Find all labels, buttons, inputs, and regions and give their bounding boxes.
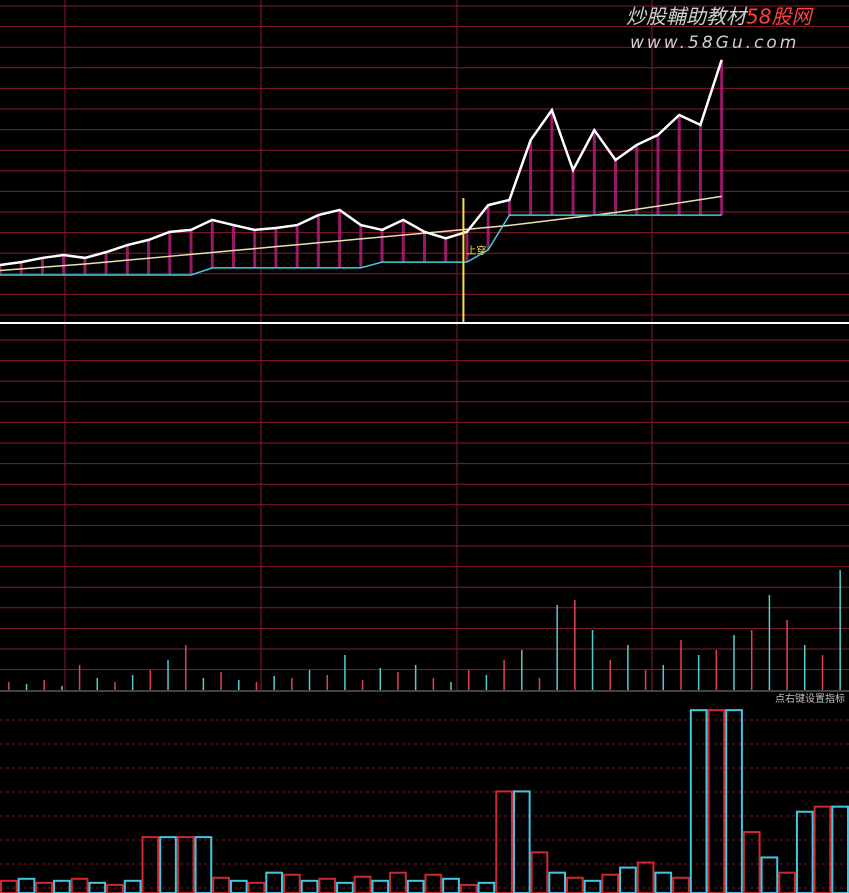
indicator-bar [742,831,761,893]
indicator-bar [530,851,549,893]
series-line [0,214,722,276]
indicator-bar [459,883,478,893]
watermark-title: 炒股輔助教材 [626,5,749,29]
indicator-bar [265,871,283,893]
indicator-bar [353,875,372,893]
indicator-bar [619,866,637,893]
indicator-bar [176,836,195,893]
series-line [0,59,723,267]
indicator-bar [247,881,266,893]
indicator-bar [583,879,602,893]
indicator-bar [406,879,425,893]
indicator-bar [389,871,407,893]
indicator-bar [141,836,160,893]
indicator-bar [106,883,124,893]
indicator-bar [813,805,832,893]
indicator-bar [495,790,513,893]
indicator-bar [318,877,337,893]
indicator-bar [725,709,743,893]
indicator-bar [760,856,779,893]
indicator-bar [194,836,213,893]
annotation: 上穿 [466,244,486,257]
series-line [0,195,722,272]
watermark-brand: 58股网 [746,5,814,29]
indicator-bar [159,836,177,893]
indicator-bar [654,871,673,893]
indicator-bar [123,879,142,893]
indicator-bar [831,805,849,893]
indicator-bar [212,876,230,893]
indicator-bar [442,877,460,893]
indicator-bar [548,871,566,893]
indicator-bar [512,790,531,893]
watermark-url: www.58Gu.com [630,33,799,53]
indicator-bar [424,873,443,893]
indicator-bar [53,879,71,893]
indicator-bar [229,879,248,893]
indicator-bar [0,879,18,893]
indicator-bar [601,873,620,893]
indicator-bar [689,709,708,893]
indicator-bar [778,871,796,893]
indicator-bar [795,810,814,893]
indicator-bar [672,876,690,893]
indicator-bar [371,879,390,893]
indicator-bar [707,709,726,893]
indicator-bar [70,877,89,893]
indicator-bar [300,879,319,893]
indicator-bar [636,861,655,893]
indicator-bar [17,877,36,893]
indicator-hint: 点右键设置指标 [775,692,845,705]
indicator-bar [566,876,584,893]
indicator-bar [283,873,301,893]
